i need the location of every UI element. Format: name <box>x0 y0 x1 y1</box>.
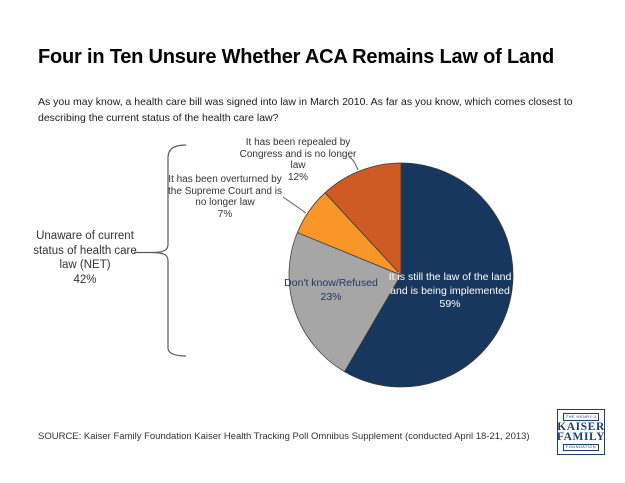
survey-question-text: As you may know, a health care bill was … <box>38 96 573 124</box>
pie-slices <box>288 162 514 388</box>
pie-slice-repealed <box>324 162 402 276</box>
pie-slice-still-law <box>343 162 514 388</box>
source-note: SOURCE: Kaiser Family Foundation Kaiser … <box>38 431 530 442</box>
slice-label-line: law <box>290 160 306 171</box>
slice-label-value: 7% <box>217 208 233 220</box>
slice-label-value: 23% <box>320 290 342 303</box>
slice-label-dont-know: Don't know/Refused 23% <box>284 277 378 304</box>
slice-label-line: It is still the law of the land <box>388 271 512 283</box>
pie-slice-dont-know <box>288 232 402 373</box>
slice-label-line: no longer law <box>195 197 255 208</box>
slice-label-overturned: It has been overturned by the Supreme Co… <box>168 174 282 220</box>
leader-line-repealed <box>348 156 359 171</box>
logo-text-family: FAMILY <box>556 431 606 443</box>
net-label-line: Unaware of current <box>36 230 134 242</box>
slice-label-line: Congress and is no longer <box>239 148 357 160</box>
slice-label-repealed: It has been repealed by Congress and is … <box>240 137 357 183</box>
slice-label-value: 59% <box>439 298 461 310</box>
slice-label-line: and is being implemented <box>390 284 510 297</box>
logo-text-top: THE HENRY J <box>562 413 600 421</box>
slice-label-line: the Supreme Court and is <box>168 185 282 197</box>
page-title: Four in Ten Unsure Whether ACA Remains L… <box>38 46 554 68</box>
slice-label-still-law: It is still the law of the land and is b… <box>389 271 512 312</box>
leader-line-overturned <box>282 196 307 214</box>
slice-label-line: Don't know/Refused <box>284 277 378 289</box>
logo-text-bottom: FOUNDATION <box>562 443 600 451</box>
net-label-line: law (NET) <box>59 259 111 271</box>
kaiser-family-foundation-logo: THE HENRY J KAISER FAMILY FOUNDATION <box>557 409 605 455</box>
net-label-line: status of health care <box>33 244 137 257</box>
logo-text-kaiser: KAISER <box>557 420 605 433</box>
net-label-value: 42% <box>73 273 97 286</box>
net-bracket-group <box>134 144 187 357</box>
slice-label-line: It has been overturned by <box>168 174 282 185</box>
leader-lines <box>282 156 359 214</box>
net-label: Unaware of current status of health care… <box>33 229 137 287</box>
slice-label-value: 12% <box>287 171 308 183</box>
slice-label-line: It has been repealed by <box>245 137 351 148</box>
